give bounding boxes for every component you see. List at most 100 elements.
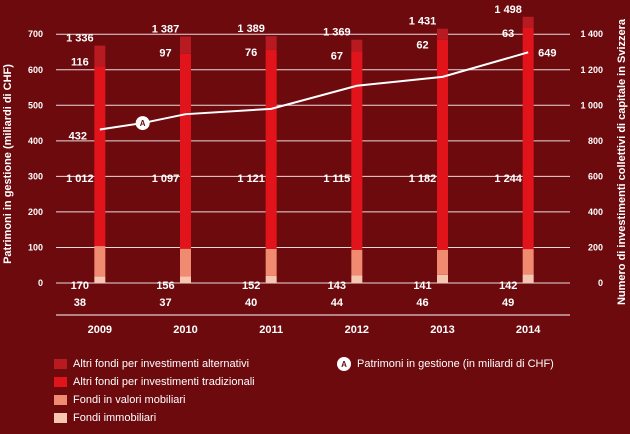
data-label-fondi_immobiliari: 49	[502, 297, 514, 309]
right-tick-label: 1 200	[580, 65, 603, 75]
data-label-fondi_valori_mobiliari: 170	[71, 280, 89, 292]
bar-segment-altri_alternativi	[437, 28, 448, 40]
x-tick-label: 2010	[173, 324, 197, 336]
x-tick-label: 2009	[88, 324, 112, 336]
legend-label: Altri fondi per investimenti tradizional…	[73, 376, 255, 388]
data-label-total: 1 387	[152, 24, 180, 36]
data-label-altri_tradizionali: 1 182	[409, 173, 437, 185]
bar-segment-fondi_valori_mobiliari	[522, 249, 534, 275]
line-path	[99, 51, 529, 131]
x-tick-label: 2014	[516, 324, 541, 336]
x-tick-label: 2013	[430, 324, 454, 336]
bar-segment-fondi_valori_mobiliari	[265, 248, 277, 276]
bar-segment-altri_alternativi	[351, 39, 363, 52]
bar-segment-altri_alternativi	[180, 36, 191, 54]
legend-label: Patrimoni in gestione (in miliardi di CH…	[357, 358, 554, 370]
data-label-altri_tradizionali: 1 097	[152, 173, 180, 185]
left-tick-label: 100	[28, 242, 43, 252]
data-label-fondi_immobiliari: 38	[74, 297, 86, 309]
data-label-altri_tradizionali: 1 244	[494, 173, 522, 185]
legend-swatch	[54, 413, 67, 423]
bar-segment-altri_tradizionali	[437, 39, 448, 250]
bar-segment-altri_tradizionali	[94, 66, 106, 247]
right-tick-label: 800	[588, 136, 603, 146]
left-axis-label: Patrimoni in gestione (miliardi di CHF)	[2, 64, 14, 264]
bars	[94, 16, 534, 284]
legend-item-tradizionali: Altri fondi per investimenti tradizional…	[54, 376, 255, 388]
right-tick-label: 600	[588, 171, 603, 181]
data-label-fondi_immobiliari: 40	[245, 297, 257, 309]
bar-segment-fondi_immobiliari	[351, 275, 363, 284]
legend-item-alternativi: Altri fondi per investimenti alternativi	[54, 358, 249, 370]
axes: Patrimoni in gestione (miliardi di CHF) …	[2, 18, 628, 336]
data-label-fondi_valori_mobiliari: 152	[242, 280, 260, 292]
legend-label: Fondi immobiliari	[73, 412, 157, 424]
legend-item-valori-mobiliari: Fondi in valori mobiliari	[54, 394, 186, 406]
data-label-fondi_immobiliari: 46	[416, 297, 428, 309]
data-label-altri_tradizionali: 1 012	[66, 173, 94, 185]
bar-segment-fondi_valori_mobiliari	[437, 249, 448, 275]
right-tick-label: 200	[588, 242, 603, 252]
right-axis-label: Numero di investimenti collettivi di cap…	[616, 18, 628, 305]
left-tick-label: 400	[28, 136, 43, 146]
legend-label: Fondi in valori mobiliari	[73, 394, 186, 406]
bar-segment-altri_alternativi	[522, 16, 534, 28]
bar-segment-fondi_immobiliari	[94, 276, 106, 284]
legend-item-line: A Patrimoni in gestione (in miliardi di …	[337, 357, 554, 371]
data-label-total: 1 369	[323, 27, 351, 39]
legend-swatch	[54, 377, 67, 387]
x-tick-label: 2011	[259, 324, 283, 336]
left-tick-label: 300	[28, 171, 43, 181]
data-label-altri_alternativi: 116	[71, 57, 89, 69]
left-tick-label: 200	[28, 207, 43, 217]
bar-segment-altri_alternativi	[265, 36, 277, 50]
bar-segment-altri_tradizionali	[265, 49, 277, 249]
data-label-fondi_valori_mobiliari: 143	[328, 280, 346, 292]
left-tick-label: 700	[28, 29, 43, 39]
data-label-fondi_immobiliari: 44	[331, 297, 344, 309]
data-label-altri_tradizionali: 1 115	[323, 173, 350, 185]
bar-segment-fondi_immobiliari	[265, 275, 277, 284]
grid-lines	[56, 33, 570, 316]
legend-label: Altri fondi per investimenti alternativi	[73, 358, 250, 370]
right-tick-label: 1 400	[580, 29, 603, 39]
line-marker-label: A	[140, 119, 146, 128]
data-label-altri_tradizionali: 1 121	[237, 173, 265, 185]
left-tick-label: 600	[28, 65, 43, 75]
data-label-altri_alternativi: 67	[331, 51, 343, 63]
bar-segment-fondi_immobiliari	[522, 274, 534, 284]
line-value-label: 649	[538, 47, 556, 59]
data-label-total: 1 431	[409, 16, 437, 28]
data-label-fondi_valori_mobiliari: 156	[156, 280, 174, 292]
bar-segment-altri_tradizionali	[351, 51, 363, 250]
bar-segment-fondi_valori_mobiliari	[94, 246, 106, 277]
x-tick-label: 2012	[345, 324, 369, 336]
data-label-altri_alternativi: 97	[159, 48, 171, 60]
right-tick-label: 0	[598, 278, 603, 288]
circle-marker-icon: A	[337, 357, 351, 371]
data-labels: 38 170 1 012 116 1 336 37 156 1 097 97 1 387 40 152…	[66, 4, 523, 309]
bar-segment-fondi_valori_mobiliari	[180, 248, 191, 277]
bar-segment-altri_tradizionali	[522, 27, 534, 250]
line-series: A 432 649	[69, 47, 557, 142]
data-label-total: 1 498	[494, 4, 522, 16]
data-label-altri_alternativi: 62	[416, 40, 428, 52]
bar-segment-altri_tradizionali	[180, 53, 191, 249]
data-label-fondi_valori_mobiliari: 141	[413, 280, 431, 292]
right-tick-label: 400	[588, 207, 603, 217]
line-marker-circle	[135, 116, 150, 131]
bar-segment-fondi_immobiliari	[437, 274, 448, 284]
data-label-total: 1 336	[66, 33, 94, 45]
bar-segment-fondi_valori_mobiliari	[351, 249, 363, 276]
legend-swatch	[54, 359, 67, 369]
line-value-label: 432	[69, 130, 87, 142]
data-label-fondi_valori_mobiliari: 142	[499, 280, 517, 292]
legend-swatch	[54, 395, 67, 405]
bar-segment-altri_alternativi	[94, 45, 106, 67]
bar-segment-fondi_immobiliari	[180, 276, 191, 284]
right-tick-label: 1 000	[580, 100, 603, 110]
data-label-total: 1 389	[237, 23, 265, 35]
legend-item-immobiliari: Fondi immobiliari	[54, 412, 156, 424]
